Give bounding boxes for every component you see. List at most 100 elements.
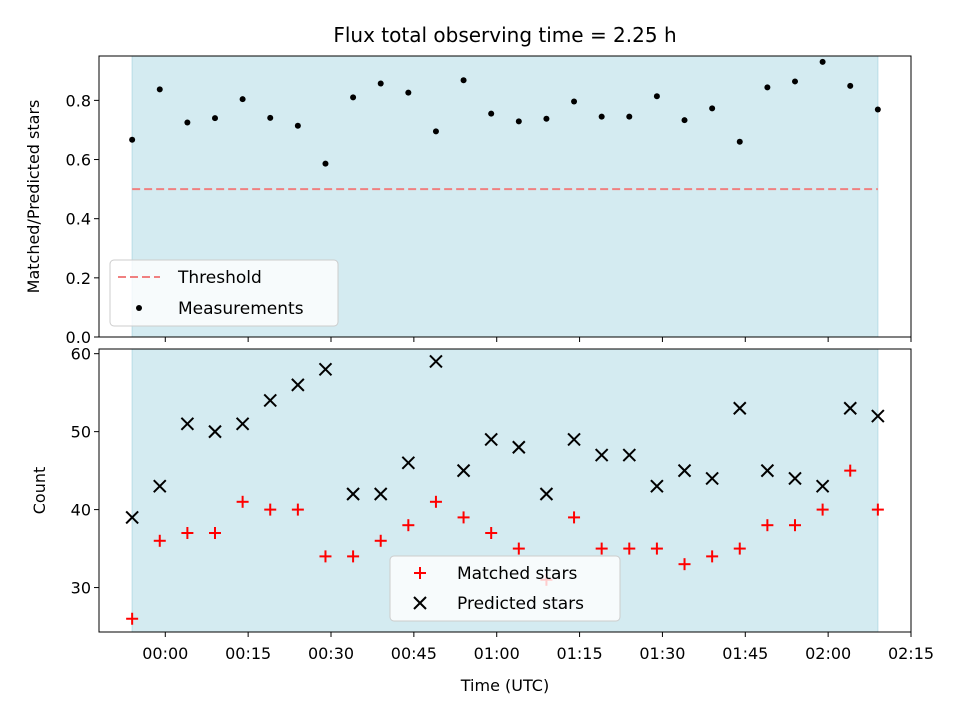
cross-stroke-b (429, 354, 443, 369)
matched-star-point (291, 503, 304, 516)
bottom-y-ticks: 30 40 50 60 (71, 345, 99, 598)
cross-stroke-b (788, 471, 802, 486)
matched-stars-points (126, 464, 884, 625)
legend-cross-mark (413, 596, 427, 610)
measurement-point (239, 96, 246, 103)
top-y-tick-label: 0.6 (66, 151, 91, 170)
legend-measurements-label: Measurements (178, 299, 304, 319)
legend-plus-mark (414, 567, 426, 579)
measurement-point (488, 110, 495, 117)
predicted-star-point (318, 362, 333, 376)
predicted-star-point (760, 463, 775, 478)
cross-stroke-b (235, 417, 250, 431)
predicted-star-point (456, 463, 471, 478)
measurement-point (847, 82, 854, 89)
cross-stroke-b (843, 401, 857, 415)
matched-star-point (402, 519, 415, 532)
cross-stroke-b (125, 510, 139, 525)
top-x-ticks (164, 337, 912, 342)
cross-stroke-b (539, 487, 554, 501)
cross-stroke-b (733, 401, 747, 415)
cross-stroke-b (153, 479, 167, 493)
cross-stroke-b (346, 487, 360, 501)
predicted-star-point (125, 510, 139, 525)
measurement-point (267, 114, 274, 121)
top-y-axis-label: Matched/Predicted stars (24, 100, 43, 294)
matched-star-point (844, 464, 857, 477)
measurement-point (460, 77, 467, 84)
measurement-point (322, 160, 329, 167)
bottom-x-tick-label: 00:00 (142, 644, 188, 663)
bottom-x-tick-label: 01:30 (639, 644, 685, 663)
measurement-point (626, 113, 633, 120)
predicted-star-point (263, 393, 277, 408)
cross-stroke-b (208, 424, 222, 439)
bottom-x-tick-label: 00:30 (308, 644, 354, 663)
measurement-point (212, 115, 218, 122)
measurement-point (792, 78, 798, 85)
legend-predicted-label: Predicted stars (457, 594, 584, 614)
top-y-tick-label: 0.0 (66, 328, 91, 347)
matched-star-point (181, 526, 194, 539)
bottom-x-ticks: 00:00 00:15 00:30 00:45 01:00 01:15 01:30 01:45… (142, 632, 934, 663)
cross-stroke-b (374, 487, 388, 501)
legend-matched-swatch (414, 567, 426, 579)
matched-star-point (761, 519, 774, 532)
bottom-x-tick-label: 02:15 (888, 644, 934, 663)
matched-star-point (457, 511, 470, 524)
bottom-legend-box (389, 555, 621, 622)
top-y-tick-label: 0.4 (66, 210, 91, 229)
cross-stroke-b (567, 432, 581, 447)
cross-stroke-b (401, 456, 416, 470)
chart-title: Flux total observing time = 2.25 h (333, 23, 676, 47)
predicted-stars-points (125, 354, 885, 525)
matched-star-point (209, 526, 221, 539)
predicted-star-point (871, 409, 885, 423)
cross-stroke-b (594, 448, 609, 462)
matched-star-point (816, 503, 829, 516)
cross-stroke-b (677, 463, 692, 478)
cross-stroke-b (484, 432, 498, 447)
matched-star-point (568, 511, 581, 524)
top-legend-box (109, 259, 339, 327)
predicted-star-point (401, 456, 416, 470)
measurement-point (543, 115, 550, 122)
predicted-star-point (512, 440, 526, 454)
matched-star-point (650, 542, 663, 555)
cross-stroke-b (760, 463, 775, 478)
predicted-star-point (843, 401, 857, 415)
bottom-y-tick-label: 30 (71, 579, 91, 598)
matched-star-point (374, 534, 387, 547)
measurement-point (405, 89, 412, 96)
measurement-point (377, 80, 384, 87)
matched-star-point (871, 503, 884, 516)
bottom-y-tick-label: 40 (71, 501, 91, 520)
cross-stroke-b (815, 479, 830, 493)
legend-measurements-swatch (136, 305, 142, 311)
measurement-point (819, 58, 826, 65)
matched-star-point (733, 542, 746, 555)
cross-stroke-b (180, 417, 195, 431)
legend-predicted-swatch (413, 596, 427, 610)
bottom-y-tick-label: 60 (71, 345, 91, 364)
predicted-star-point (705, 471, 719, 486)
predicted-star-point (208, 424, 222, 439)
bottom-y-tick-label: 50 (71, 423, 91, 442)
bottom-y-axis-label: Count (30, 467, 49, 515)
bottom-x-tick-label: 00:15 (225, 644, 271, 663)
matched-star-point (153, 534, 166, 547)
predicted-star-point (235, 417, 250, 431)
measurement-point (709, 105, 716, 112)
matched-star-point (319, 550, 332, 563)
measurement-point (598, 113, 605, 120)
bottom-x-tick-label: 02:00 (805, 644, 851, 663)
predicted-star-point (153, 479, 167, 493)
top-axes-frame (98, 55, 912, 338)
matched-star-point (485, 526, 498, 539)
matched-star-point (429, 495, 442, 508)
matched-star-point (236, 495, 249, 508)
matched-star-point (595, 542, 608, 555)
cross-stroke-b (263, 393, 277, 408)
measurement-point (156, 86, 163, 93)
